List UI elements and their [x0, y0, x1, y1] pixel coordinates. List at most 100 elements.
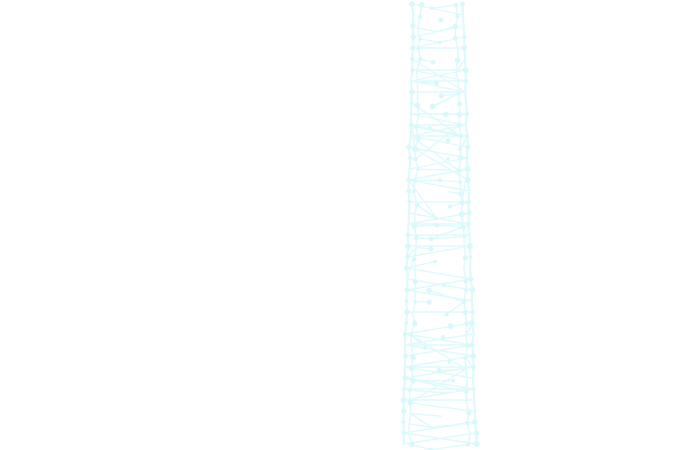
mesh-node — [410, 377, 417, 384]
mesh-node — [418, 1, 425, 8]
mesh-node — [464, 177, 471, 183]
mesh-node — [444, 312, 449, 317]
mesh-node — [410, 67, 415, 73]
mesh-edge — [415, 126, 462, 137]
mesh-node — [413, 156, 418, 162]
mesh-node — [409, 122, 414, 128]
mesh-edge — [410, 69, 467, 82]
mesh-node — [414, 102, 421, 109]
mesh-node — [410, 354, 416, 361]
mesh-edge — [430, 226, 465, 240]
mesh-edge — [409, 412, 433, 429]
mesh-edge — [410, 443, 432, 450]
mesh-edge — [407, 211, 411, 226]
mesh-edge — [416, 204, 438, 220]
mesh-node — [406, 144, 412, 150]
mesh-edge — [459, 135, 469, 150]
mesh-node — [434, 222, 440, 228]
mesh-node — [469, 342, 475, 348]
mesh-node — [400, 397, 407, 403]
mesh-node — [464, 166, 471, 172]
mesh-node — [456, 111, 463, 118]
mesh-node — [405, 243, 411, 249]
mesh-edge — [464, 90, 468, 105]
mesh-node — [410, 45, 416, 51]
mesh-node — [465, 199, 471, 205]
mesh-node — [458, 147, 463, 152]
mesh-node — [458, 180, 463, 185]
mesh-node — [438, 178, 443, 183]
mesh-edge — [404, 344, 473, 357]
mesh-node — [428, 245, 434, 252]
mesh-edge — [409, 401, 429, 407]
mesh-node — [464, 321, 470, 327]
mesh-edge — [416, 81, 438, 84]
mesh-edge — [410, 334, 467, 370]
mesh-node — [473, 430, 480, 436]
mesh-edge — [405, 267, 472, 280]
mesh-node — [409, 89, 415, 95]
mesh-edge — [403, 355, 474, 368]
mesh-node — [401, 408, 407, 414]
mesh-node — [460, 224, 466, 230]
mesh-edge — [427, 404, 476, 412]
mesh-node — [413, 235, 419, 241]
mesh-node — [411, 145, 418, 152]
mesh-edge — [417, 168, 449, 171]
mesh-node — [413, 124, 419, 130]
mesh-node — [465, 144, 471, 150]
mesh-node — [418, 37, 422, 41]
mesh-node — [437, 40, 442, 45]
mesh-edge — [461, 168, 469, 204]
mesh-node — [438, 17, 444, 23]
mesh-node — [465, 343, 471, 349]
mesh-node — [443, 111, 449, 118]
mesh-edge — [408, 423, 433, 429]
mesh-edge — [406, 246, 418, 280]
mesh-edge — [436, 224, 464, 228]
mesh-node — [428, 447, 433, 450]
mesh-edge — [438, 368, 467, 372]
mesh-edge — [431, 92, 460, 108]
mesh-edge — [439, 179, 461, 183]
mesh-node — [423, 345, 428, 350]
mesh-node — [458, 155, 464, 161]
mesh-edge — [430, 422, 468, 429]
mesh-node — [402, 375, 408, 381]
mesh-node — [461, 45, 468, 51]
mesh-node — [404, 321, 409, 325]
mesh-edge — [409, 412, 442, 417]
mesh-node — [451, 378, 456, 383]
mesh-edge — [416, 27, 421, 40]
mesh-node — [456, 168, 462, 174]
mesh-node — [462, 309, 468, 315]
mesh-node — [409, 101, 414, 105]
mesh-node — [459, 199, 465, 206]
mesh-edge — [464, 123, 469, 138]
mesh-node — [408, 365, 415, 372]
mesh-node — [446, 156, 450, 161]
mesh-node — [468, 255, 473, 259]
mesh-edge — [473, 398, 477, 413]
mesh-node — [436, 367, 442, 373]
mesh-edge — [430, 235, 465, 240]
mesh-node — [440, 335, 446, 340]
mesh-node — [428, 125, 432, 130]
mesh-node — [416, 167, 420, 171]
mesh-edge — [430, 443, 469, 450]
mesh-node — [429, 103, 436, 110]
mesh-edge — [406, 245, 471, 258]
mesh-edge — [404, 377, 475, 390]
mesh-node — [402, 387, 406, 391]
mesh-node — [471, 387, 476, 391]
mesh-node — [412, 178, 418, 183]
mesh-node — [452, 35, 458, 41]
mesh-node — [430, 60, 436, 65]
mesh-node — [456, 91, 461, 96]
mesh-node — [469, 320, 476, 326]
mesh-node — [433, 80, 440, 86]
mesh-node — [407, 387, 412, 393]
mesh-node — [413, 299, 417, 304]
mesh-node — [405, 232, 411, 238]
mesh-node — [453, 2, 459, 8]
